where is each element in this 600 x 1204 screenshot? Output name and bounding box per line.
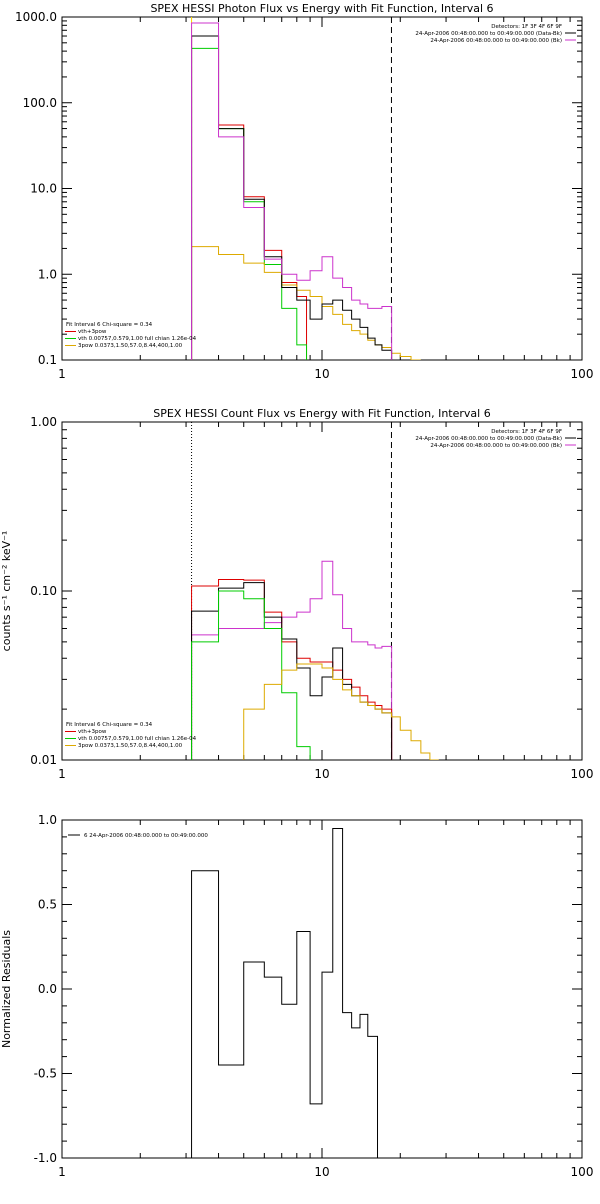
series-line xyxy=(191,35,308,360)
legend-left-text: vth 0.00757,0.579,1.00 full chian 1.26e-… xyxy=(78,736,197,742)
chart-title: SPEX HESSI Count Flux vs Energy with Fit… xyxy=(153,407,490,420)
series-line xyxy=(191,590,321,760)
x-tick-label: 10 xyxy=(314,367,329,381)
y-tick-label: 1000.0 xyxy=(15,10,57,24)
x-tick-label: 10 xyxy=(314,1165,329,1179)
legend-right-text: 24-Apr-2006 00:48:00.000 to 00:49:00.000… xyxy=(430,38,562,44)
y-axis-label: counts s⁻¹ cm⁻² keV⁻¹ xyxy=(0,531,13,652)
y-tick-label: 10.0 xyxy=(30,182,57,196)
legend-left-text: vth 0.00757,0.579,1.00 full chian 1.26e-… xyxy=(78,336,197,342)
y-tick-label: -1.0 xyxy=(34,1151,57,1165)
x-tick-label: 1 xyxy=(58,1165,66,1179)
x-tick-label: 100 xyxy=(571,367,594,381)
series-line xyxy=(191,22,393,360)
series-line xyxy=(191,827,379,1158)
legend-left-text: Fit Interval 6 Chi-square = 0.34 xyxy=(66,322,153,328)
legend-left-text: vth+3pow xyxy=(78,729,107,735)
series-line xyxy=(191,560,393,760)
y-tick-label: 0.01 xyxy=(30,753,57,767)
y-tick-label: -0.5 xyxy=(34,1067,57,1081)
legend-left-text: vth+3pow xyxy=(78,329,107,335)
y-tick-label: 0.5 xyxy=(38,898,57,912)
legend-right-text: Detectors: 1F 3F 4F 6F 9F xyxy=(491,24,562,30)
legend-right-text: 24-Apr-2006 00:48:00.000 to 00:49:00.000… xyxy=(415,436,562,442)
y-tick-label: 0.0 xyxy=(38,982,57,996)
series-line xyxy=(218,663,449,760)
legend-right-text: Detectors: 1F 3F 4F 6F 9F xyxy=(491,429,562,435)
series-line xyxy=(191,582,393,760)
y-axis-label: Normalized Residuals xyxy=(0,930,13,1048)
legend-right-text: 24-Apr-2006 00:48:00.000 to 00:49:00.000… xyxy=(415,31,562,37)
x-tick-label: 10 xyxy=(314,767,329,781)
series-line xyxy=(191,35,393,360)
series-line xyxy=(191,47,308,360)
x-tick-label: 100 xyxy=(571,767,594,781)
y-tick-label: 1.0 xyxy=(38,267,57,281)
legend-left-text: 3pow 0.0373,1.50,57.0,8.44,400,1.00 xyxy=(78,343,183,349)
x-tick-label: 1 xyxy=(58,767,66,781)
y-tick-label: 0.1 xyxy=(38,353,57,367)
x-tick-label: 100 xyxy=(571,1165,594,1179)
chart-title: SPEX HESSI Photon Flux vs Energy with Fi… xyxy=(150,2,493,15)
y-tick-label: 100.0 xyxy=(23,96,57,110)
legend-left-text: Fit Interval 6 Chi-square = 0.34 xyxy=(66,722,153,728)
legend-right-text: 24-Apr-2006 00:48:00.000 to 00:49:00.000… xyxy=(430,443,562,449)
x-tick-label: 1 xyxy=(58,367,66,381)
legend-left-text: 3pow 0.0373,1.50,57.0,8.44,400,1.00 xyxy=(78,743,183,749)
y-tick-label: 1.0 xyxy=(38,813,57,827)
y-tick-label: 0.10 xyxy=(30,584,57,598)
legend-left-text: 6 24-Apr-2006 00:48:00.000 to 00:49:00.0… xyxy=(84,833,208,839)
y-tick-label: 1.00 xyxy=(30,415,57,429)
